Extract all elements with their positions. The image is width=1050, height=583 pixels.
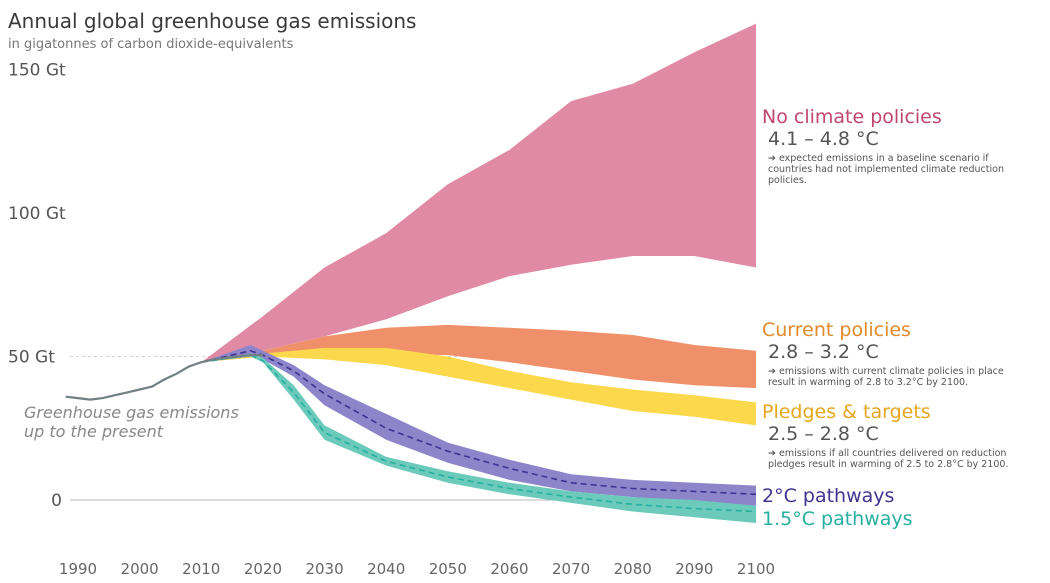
label-pledges: Pledges & targets 2.5 – 2.8 °C ➔ emissio… bbox=[762, 401, 1033, 470]
label-no-policy-desc: ➔ expected emissions in a baseline scena… bbox=[768, 153, 1004, 186]
x-tick-2080: 2080 bbox=[614, 560, 652, 578]
median-one-five-c bbox=[201, 354, 757, 513]
band-two-c bbox=[201, 345, 757, 506]
x-tick-2060: 2060 bbox=[490, 560, 528, 578]
label-no-policy-name: No climate policies bbox=[762, 106, 942, 128]
history-annotation-line-1: Greenhouse gas emissions bbox=[24, 403, 239, 422]
label-pledges-temp: 2.5 – 2.8 °C bbox=[768, 423, 879, 445]
chart-title: Annual global greenhouse gas emissions bbox=[8, 9, 417, 33]
label-1-5c: 1.5°C pathways bbox=[762, 508, 913, 530]
band-pledges bbox=[201, 347, 757, 426]
label-2c: 2°C pathways bbox=[762, 485, 894, 507]
y-tick-100: 100 Gt bbox=[8, 204, 66, 224]
label-no-policy-temp: 4.1 – 4.8 °C bbox=[768, 128, 879, 150]
label-no-policy: No climate policies 4.1 – 4.8 °C ➔ expec… bbox=[762, 106, 1008, 186]
x-tick-1990: 1990 bbox=[59, 560, 97, 578]
history-line-group bbox=[65, 354, 263, 401]
x-axis-ticks: 1990 2000 2010 2020 2030 2040 2050 2060 2070 2080… bbox=[59, 560, 775, 578]
scenario-bands bbox=[201, 23, 757, 523]
label-pledges-name: Pledges & targets bbox=[762, 401, 931, 423]
x-tick-2010: 2010 bbox=[182, 560, 220, 578]
band-no-policy bbox=[201, 23, 757, 363]
x-tick-2050: 2050 bbox=[429, 560, 467, 578]
chart-subtitle: in gigatonnes of carbon dioxide-equivale… bbox=[8, 37, 294, 52]
label-current-policies-desc: ➔ emissions with current climate policie… bbox=[768, 366, 1004, 388]
x-tick-2070: 2070 bbox=[552, 560, 590, 578]
label-2c-name: 2°C pathways bbox=[762, 485, 895, 507]
y-tick-150: 150 Gt bbox=[8, 61, 66, 81]
x-tick-2090: 2090 bbox=[675, 560, 713, 578]
history-line bbox=[65, 354, 263, 401]
y-axis-ticks: 0 50 Gt 100 Gt 150 Gt bbox=[8, 61, 66, 512]
x-tick-2030: 2030 bbox=[305, 560, 343, 578]
x-tick-2100: 2100 bbox=[737, 560, 775, 578]
label-1-5c-name: 1.5°C pathways bbox=[762, 508, 913, 530]
y-tick-50: 50 Gt bbox=[8, 348, 55, 368]
y-tick-0: 0 bbox=[51, 491, 62, 511]
history-annotation-line-2: up to the present bbox=[24, 422, 164, 441]
label-current-policies-name: Current policies bbox=[762, 319, 911, 341]
history-annotation: Greenhouse gas emissions up to the prese… bbox=[24, 403, 239, 441]
x-tick-2000: 2000 bbox=[121, 560, 159, 578]
label-current-policies-temp: 2.8 – 3.2 °C bbox=[768, 341, 879, 363]
band-one-five-c bbox=[201, 353, 757, 523]
label-current-policies: Current policies 2.8 – 3.2 °C ➔ emission… bbox=[762, 319, 1033, 388]
x-tick-2040: 2040 bbox=[367, 560, 405, 578]
label-pledges-desc: ➔ emissions if all countries delivered o… bbox=[768, 448, 1009, 470]
x-tick-2020: 2020 bbox=[244, 560, 282, 578]
band-current bbox=[201, 324, 757, 389]
